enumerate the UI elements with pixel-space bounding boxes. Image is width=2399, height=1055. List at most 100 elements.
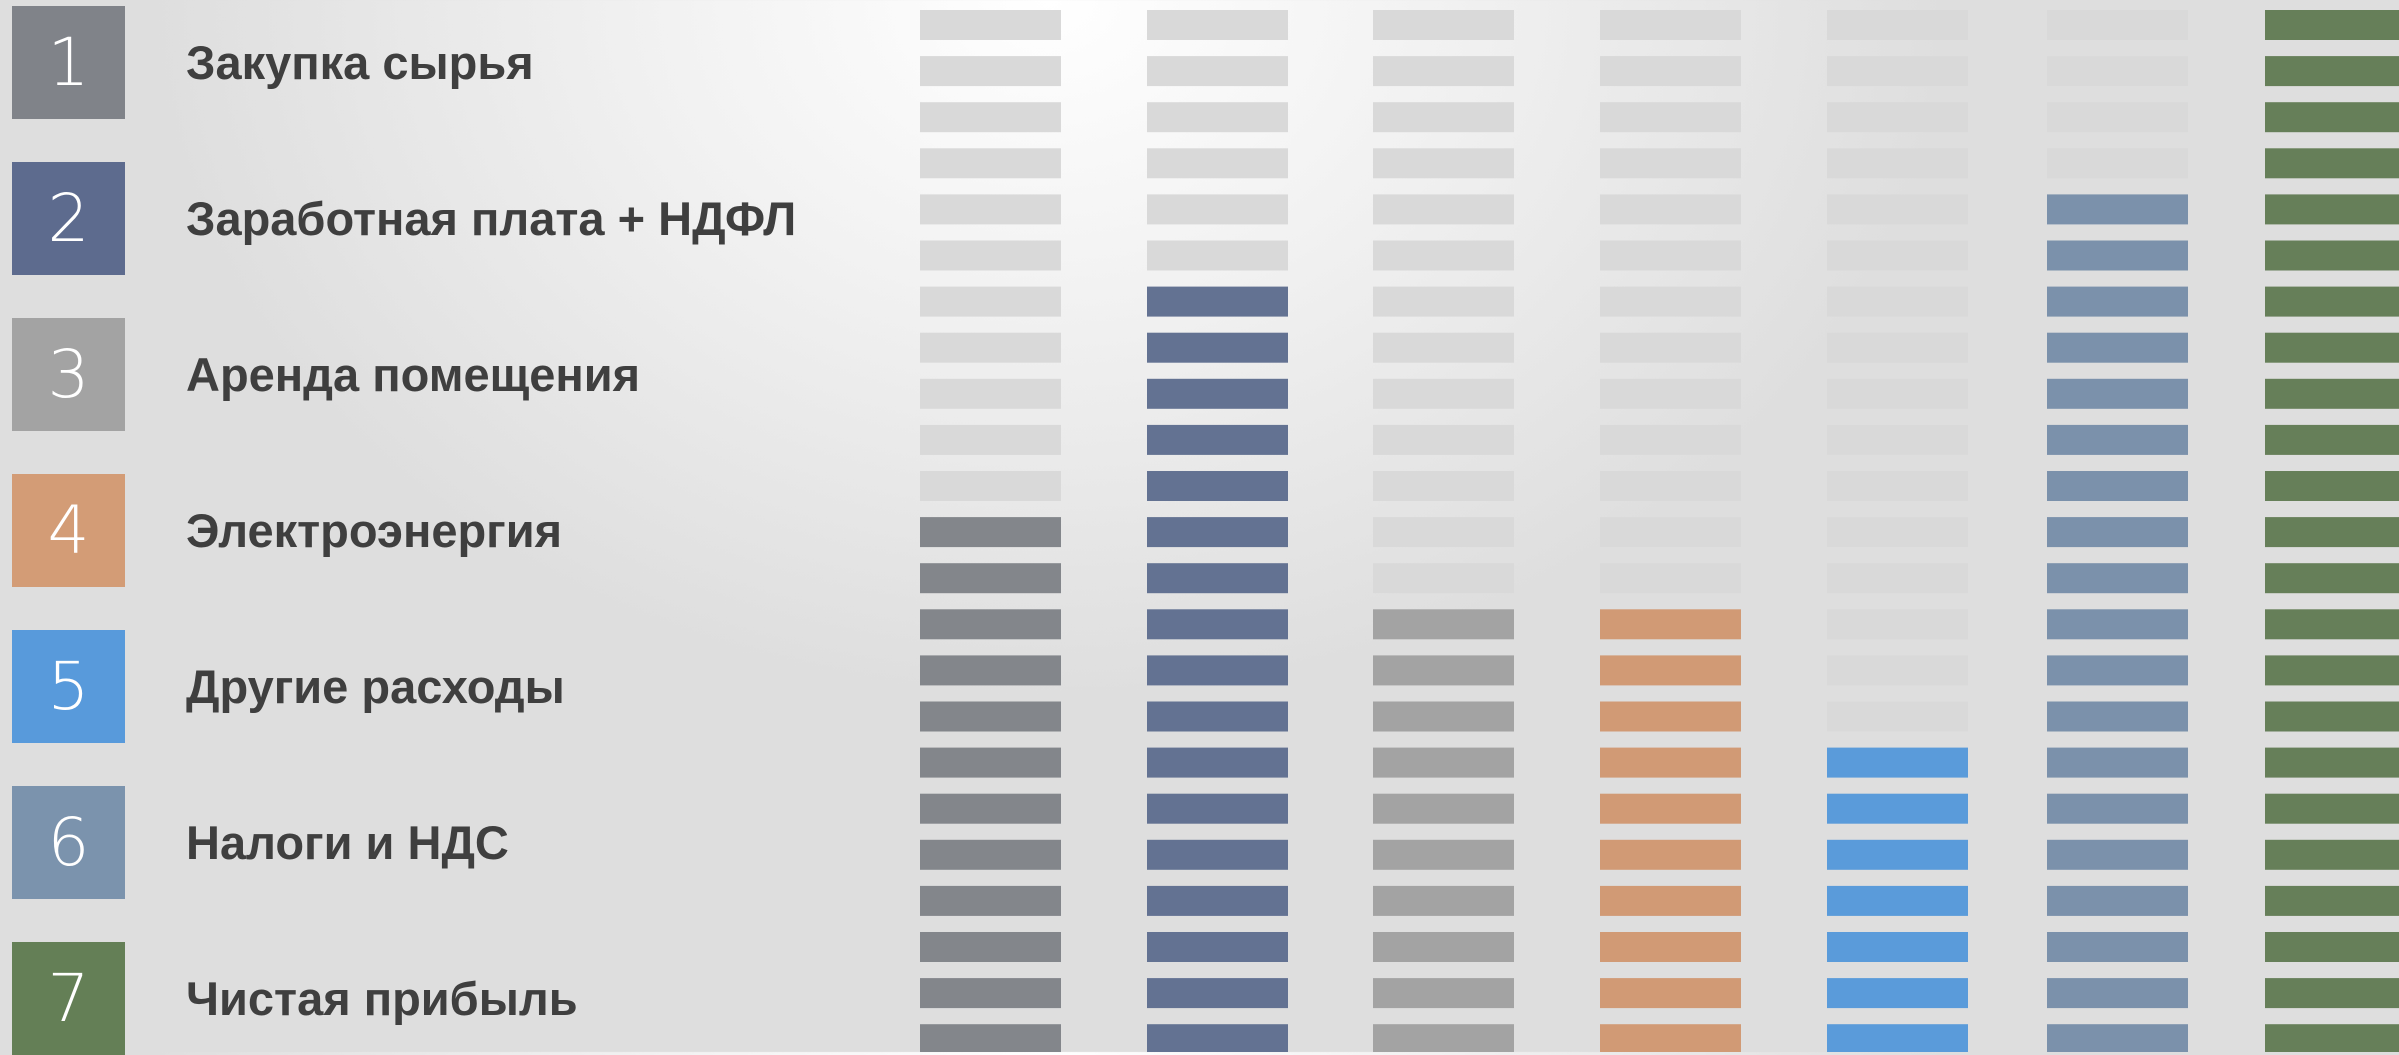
bar-segment-empty	[920, 424, 1061, 455]
bar-segment-filled	[2047, 747, 2188, 778]
bar-segment-empty	[920, 471, 1061, 501]
bar-segment-filled	[1373, 978, 1514, 1009]
bar-segment-filled	[1600, 701, 1741, 732]
bar-segment-empty	[920, 332, 1061, 363]
bar-segment-filled	[2265, 102, 2399, 133]
bar-segment-empty	[1147, 194, 1288, 225]
bar-segment-empty	[1827, 332, 1968, 363]
bar-segment-filled	[2047, 793, 2188, 824]
bar-segment-filled	[1373, 747, 1514, 778]
bar-segment-filled	[1373, 932, 1514, 962]
bar-segment-filled	[1600, 1024, 1741, 1052]
bar-segment-filled	[1373, 701, 1514, 732]
bar-segment-filled	[2265, 1024, 2399, 1052]
bar-segment-filled	[1827, 793, 1968, 824]
bar-segment-empty	[920, 56, 1061, 87]
bar-segment-filled	[2047, 609, 2188, 640]
legend-number-box: 5	[12, 630, 125, 743]
bar-segment-empty	[1827, 701, 1968, 732]
bar-segment-filled	[920, 655, 1061, 686]
bar-segment-filled	[2265, 332, 2399, 363]
bar-segment-empty	[1827, 378, 1968, 409]
bar-segment-empty	[1827, 517, 1968, 548]
bar-segment-empty	[1373, 563, 1514, 594]
bar-segment-filled	[1373, 885, 1514, 916]
bar-segment-empty	[920, 240, 1061, 271]
bar-segment-empty	[1373, 194, 1514, 225]
bar-segment-filled	[1147, 655, 1288, 686]
bar-segment-filled	[2265, 517, 2399, 548]
bar-segment-filled	[1147, 378, 1288, 409]
legend-item: 2 Заработная плата + НДФЛ	[12, 162, 872, 275]
bar-segment-filled	[2265, 932, 2399, 962]
legend-item: 3 Аренда помещения	[12, 318, 872, 431]
bar-column-4	[1600, 10, 1741, 1052]
bar-segment-empty	[1373, 148, 1514, 179]
legend-item: 1 Закупка сырья	[12, 6, 872, 119]
bar-segment-filled	[1600, 978, 1741, 1009]
bar-segment-empty	[1373, 286, 1514, 317]
bar-segment-filled	[1147, 517, 1288, 548]
bar-segment-filled	[1147, 1024, 1288, 1052]
legend-label: Аренда помещения	[186, 348, 641, 401]
bar-segment-filled	[1600, 793, 1741, 824]
bar-segment-empty	[920, 102, 1061, 133]
bar-segment-filled	[920, 563, 1061, 594]
bar-segment-empty	[1600, 378, 1741, 409]
bar-segment-filled	[2047, 978, 2188, 1009]
bar-segment-filled	[1600, 839, 1741, 870]
bar-segment-filled	[1373, 655, 1514, 686]
legend-number-box: 1	[12, 6, 125, 119]
bar-segment-filled	[2047, 655, 2188, 686]
legend-item: 6 Налоги и НДС	[12, 786, 872, 899]
bar-segment-empty	[1373, 378, 1514, 409]
bar-segment-empty	[1600, 240, 1741, 271]
bar-column-2	[1147, 10, 1288, 1052]
bar-column-1	[920, 10, 1061, 1052]
bar-segment-filled	[2047, 332, 2188, 363]
bar-segment-filled	[1147, 609, 1288, 640]
bar-segment-empty	[1827, 56, 1968, 87]
bar-segment-empty	[920, 10, 1061, 40]
legend-label: Электроэнергия	[186, 504, 563, 557]
bar-segment-filled	[2047, 424, 2188, 455]
bar-segment-filled	[920, 1024, 1061, 1052]
bar-segment-filled	[1600, 747, 1741, 778]
bar-segment-filled	[2047, 839, 2188, 870]
bar-segment-filled	[2265, 839, 2399, 870]
bar-segment-filled	[2265, 471, 2399, 501]
bar-segment-filled	[2047, 240, 2188, 271]
legend: 1 Закупка сырья 2 Заработная плата + НДФЛ 3 А…	[0, 0, 880, 1055]
bar-segment-empty	[1827, 609, 1968, 640]
legend-label: Налоги и НДС	[186, 816, 509, 869]
bar-segment-empty	[1373, 471, 1514, 501]
bar-segment-empty	[1600, 471, 1741, 501]
bar-segment-empty	[1600, 194, 1741, 225]
legend-item: 4 Электроэнергия	[12, 474, 872, 587]
bar-segment-empty	[1827, 471, 1968, 501]
bar-segment-empty	[2047, 148, 2188, 179]
bar-segment-filled	[2265, 747, 2399, 778]
bar-segment-filled	[920, 932, 1061, 962]
bar-segment-filled	[1600, 885, 1741, 916]
bar-segment-empty	[1827, 563, 1968, 594]
bar-segment-empty	[920, 286, 1061, 317]
bar-segment-filled	[2265, 424, 2399, 455]
bar-segment-empty	[1600, 563, 1741, 594]
bar-segment-filled	[2265, 148, 2399, 179]
bar-segment-empty	[920, 378, 1061, 409]
bar-segment-filled	[1147, 978, 1288, 1009]
bar-segment-empty	[1600, 10, 1741, 40]
bar-column-6	[2047, 10, 2188, 1052]
legend-number-box: 7	[12, 942, 125, 1055]
legend-number-box: 3	[12, 318, 125, 431]
bar-segment-empty	[1827, 240, 1968, 271]
bar-segment-filled	[1600, 609, 1741, 640]
bar-segment-filled	[2265, 701, 2399, 732]
bar-segment-empty	[1373, 424, 1514, 455]
legend-number-box: 6	[12, 786, 125, 899]
bar-segment-filled	[1147, 701, 1288, 732]
bar-segment-filled	[1373, 1024, 1514, 1052]
legend-label: Другие расходы	[186, 660, 565, 713]
